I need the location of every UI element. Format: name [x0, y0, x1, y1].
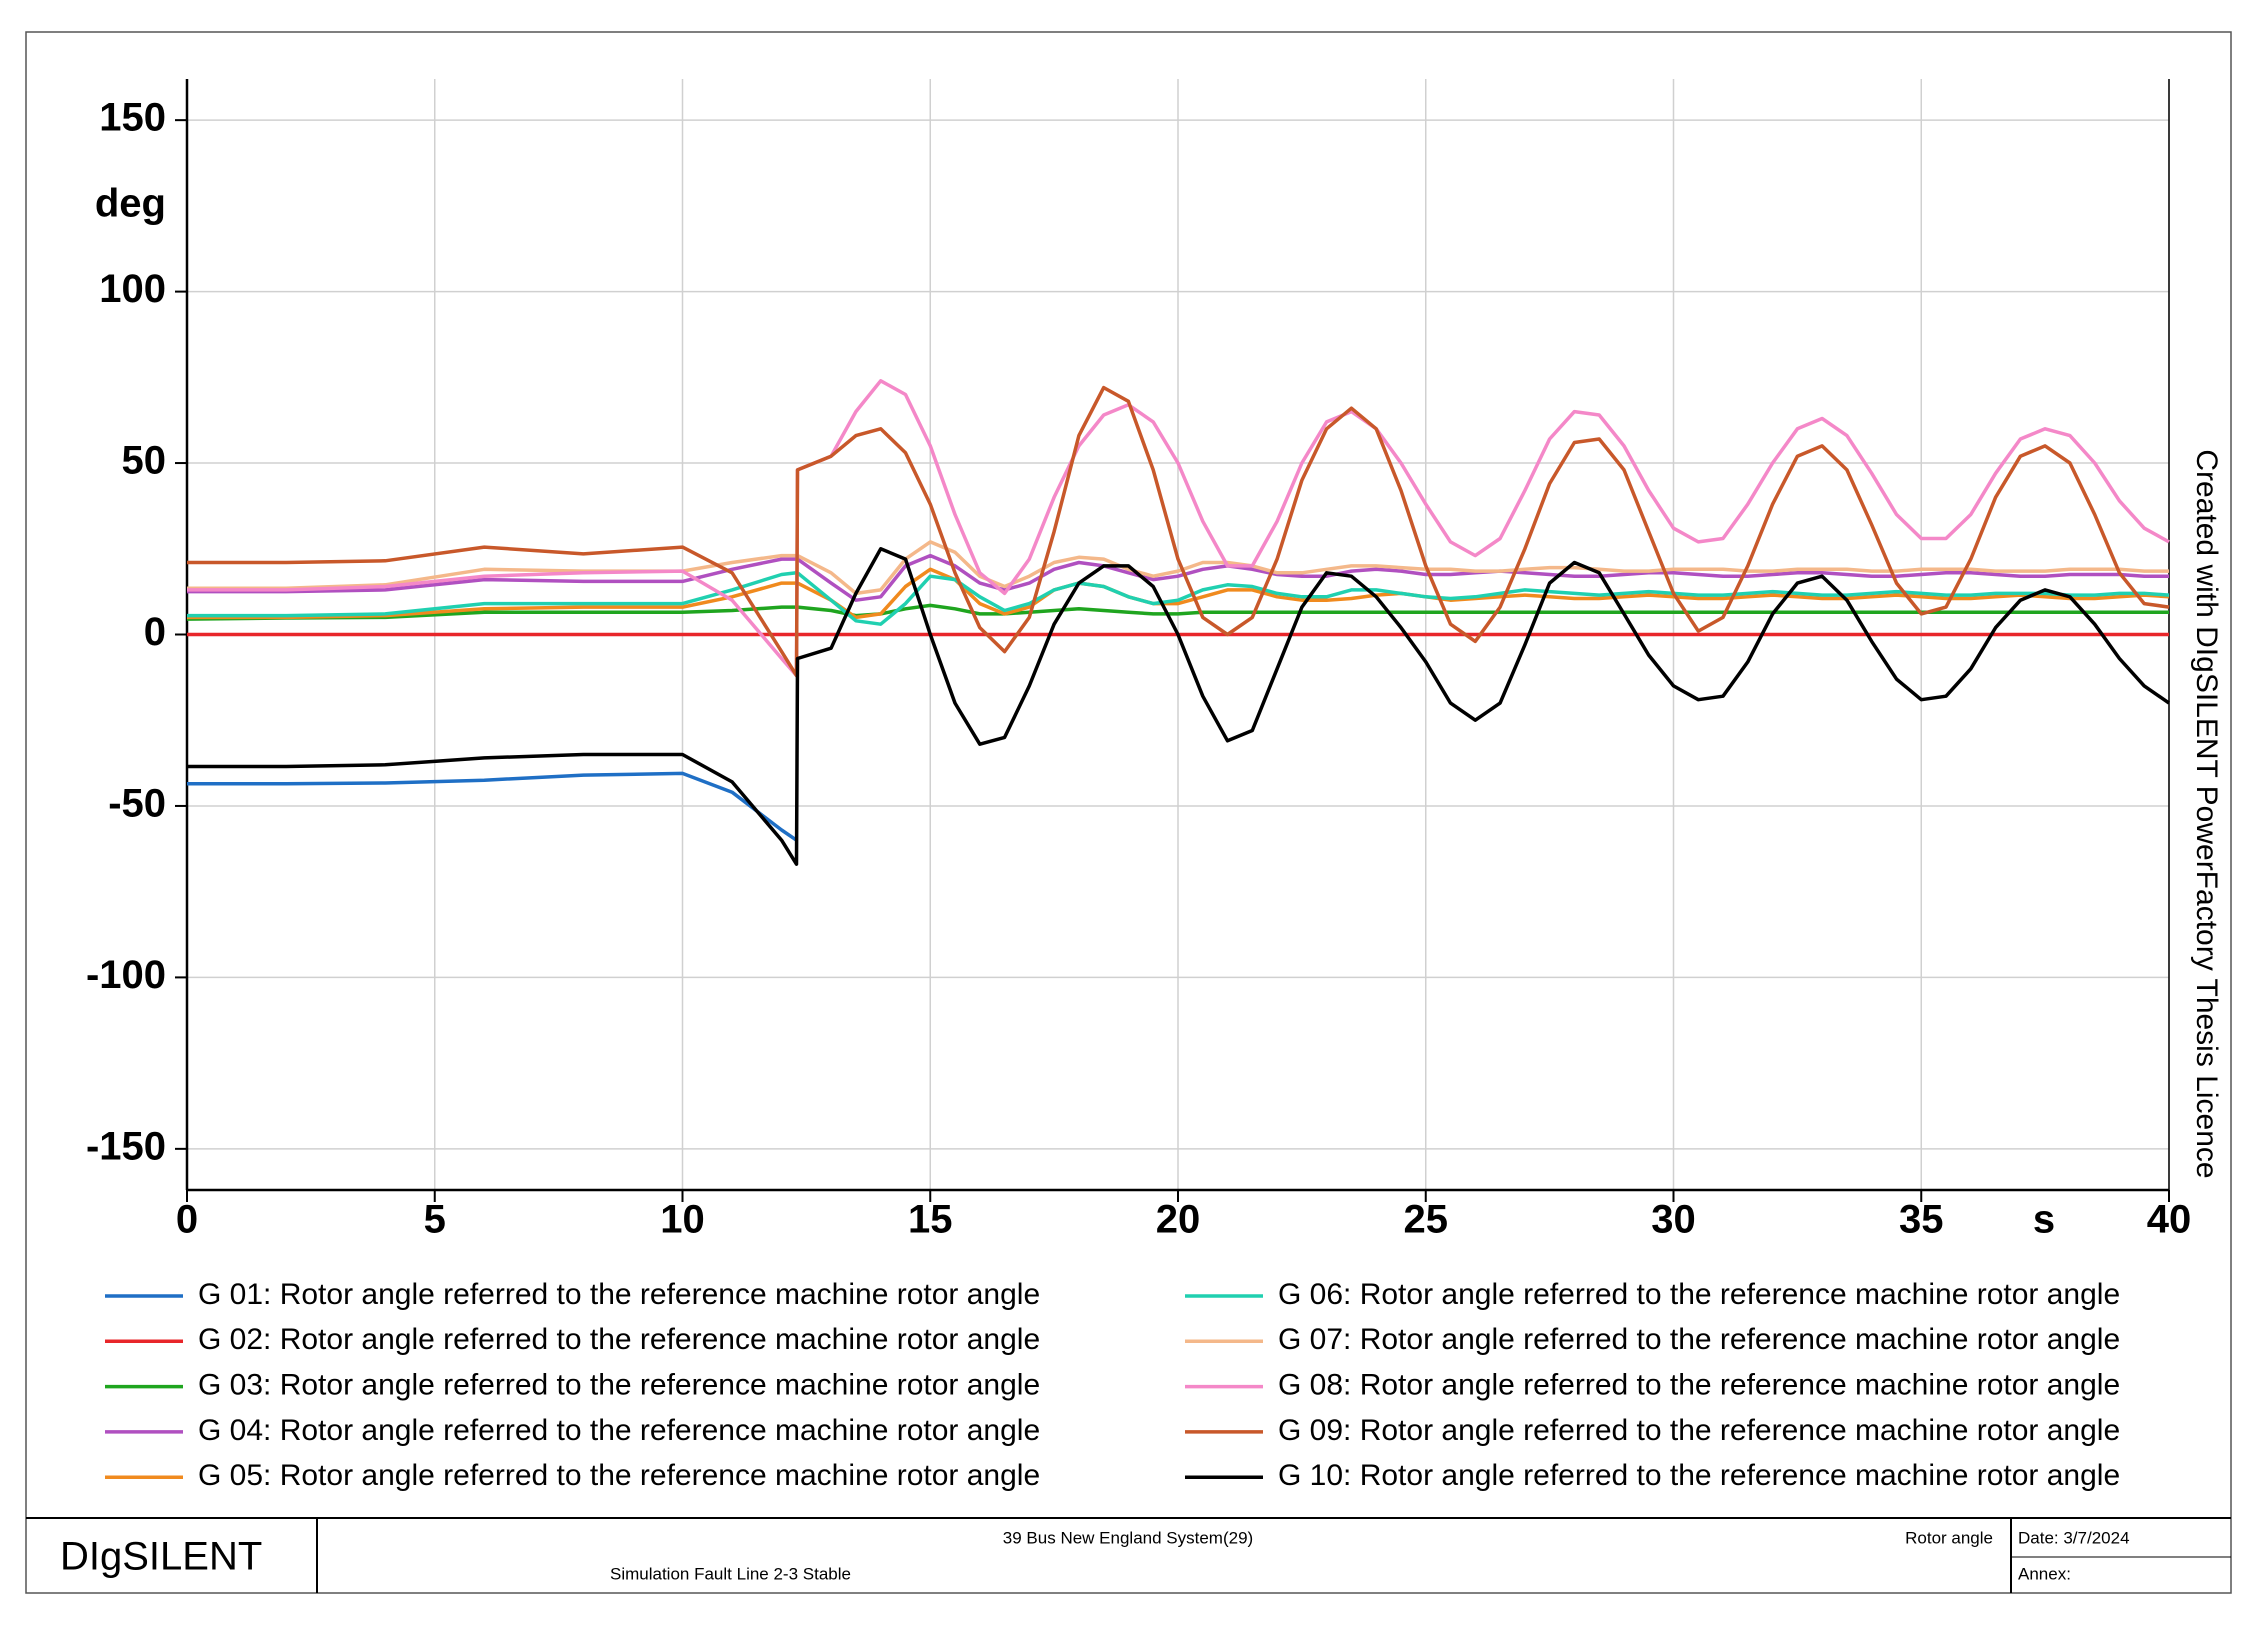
x-axis-label: s: [2033, 1198, 2055, 1242]
y-tick-label: 0: [144, 610, 166, 654]
x-tick-label: 35: [1899, 1198, 1944, 1242]
series-line: [187, 540, 2169, 596]
watermark: Created with DIgSILENT PowerFactory Thes…: [2190, 449, 2223, 1178]
y-tick-label: 100: [99, 267, 166, 311]
x-tick-label: 10: [660, 1198, 705, 1242]
footer-case: Simulation Fault Line 2-3 Stable: [610, 1564, 851, 1583]
footer-logo: DIgSILENT: [60, 1535, 262, 1579]
footer-project: 39 Bus New England System(29): [1003, 1528, 1253, 1547]
legend-label: G 07: Rotor angle referred to the refere…: [1278, 1323, 2120, 1356]
legend-label: G 04: Rotor angle referred to the refere…: [198, 1414, 1040, 1447]
x-tick-label: 0: [176, 1198, 198, 1242]
x-tick-label: 15: [908, 1198, 953, 1242]
frame: [25, 31, 2232, 1594]
series-line: [187, 771, 798, 842]
legend-label: G 06: Rotor angle referred to the refere…: [1278, 1278, 2120, 1311]
x-tick-label: 30: [1651, 1198, 1696, 1242]
y-tick-label: 150: [99, 96, 166, 140]
y-tick-label: 50: [122, 439, 167, 483]
legend-label: G 05: Rotor angle referred to the refere…: [198, 1459, 1040, 1492]
footer-annex: Annex:: [2018, 1564, 2071, 1583]
plot-area: -150 -100 -50 0 50 100 150 0 5 10 15 20 25 30 35 40 deg s…: [86, 79, 2191, 1492]
y-tick-label: -100: [86, 953, 166, 997]
series-line: [187, 547, 2170, 866]
footer-date: Date: 3/7/2024: [2018, 1528, 2130, 1547]
y-tick-label: -50: [108, 782, 166, 826]
x-tick-label: 40: [2147, 1198, 2192, 1242]
y-tick-label: -150: [86, 1124, 166, 1168]
footer-variable: Rotor angle: [1905, 1528, 1993, 1547]
y-axis-label: deg: [95, 182, 166, 226]
legend-label: G 03: Rotor angle referred to the refere…: [198, 1369, 1040, 1402]
legend-label: G 09: Rotor angle referred to the refere…: [1278, 1414, 2120, 1447]
series-line: [187, 385, 2170, 678]
legend-label: G 08: Rotor angle referred to the refere…: [1278, 1369, 2120, 1402]
legend-label: G 10: Rotor angle referred to the refere…: [1278, 1459, 2120, 1492]
legend-label: G 02: Rotor angle referred to the refere…: [198, 1323, 1040, 1356]
x-tick-label: 25: [1404, 1198, 1449, 1242]
series-line: [187, 553, 2169, 602]
x-tick-label: 5: [424, 1198, 446, 1242]
legend-label: G 01: Rotor angle referred to the refere…: [198, 1278, 1040, 1311]
x-tick-label: 20: [1156, 1198, 1201, 1242]
